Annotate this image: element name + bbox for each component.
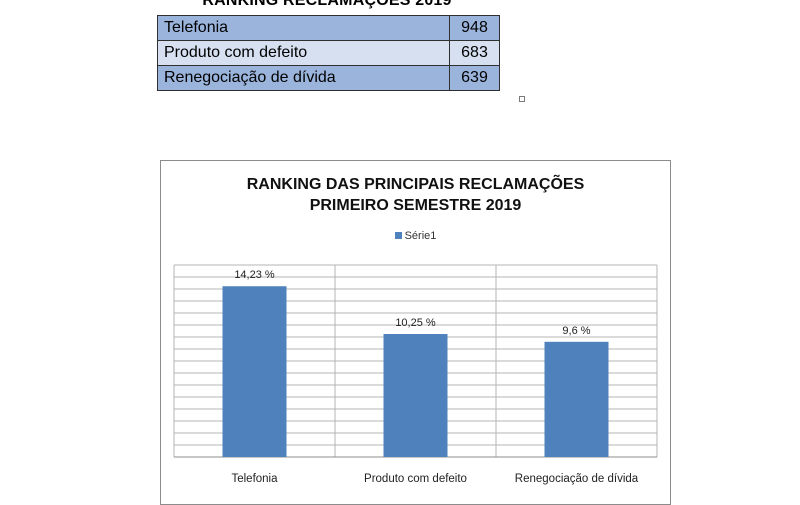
data-label: 10,25 % <box>395 317 436 329</box>
legend-swatch <box>394 232 402 239</box>
bar <box>383 334 448 457</box>
chart-title: RANKING DAS PRINCIPAIS RECLAMAÇÕES PRIME… <box>160 174 671 216</box>
row-value: 683 <box>449 40 500 66</box>
legend-label: Série1 <box>404 230 437 242</box>
chart-title-line2: PRIMEIRO SEMESTRE 2019 <box>309 197 522 214</box>
table-row: Produto com defeito 683 <box>157 40 500 66</box>
chart-title-line1: RANKING DAS PRINCIPAIS RECLAMAÇÕES <box>246 176 585 193</box>
row-label: Telefonia <box>157 15 450 41</box>
x-tick-label: Produto com defeito <box>364 473 467 485</box>
bar <box>544 341 609 457</box>
chart-legend: Série1 <box>160 230 671 242</box>
data-label: 14,23 % <box>234 269 275 281</box>
table-row: Telefonia 948 <box>157 15 500 41</box>
row-value: 948 <box>449 15 500 41</box>
table-row: Renegociação de dívida 639 <box>157 65 500 91</box>
x-tick-label: Telefonia <box>231 473 278 485</box>
ranking-table: Telefonia 948 Produto com defeito 683 Re… <box>157 15 500 91</box>
table-resize-handle[interactable] <box>519 96 525 102</box>
table-title: RANKING RECLAMAÇÕES 2019 <box>202 0 452 9</box>
x-tick-label: Renegociação de dívida <box>515 473 639 485</box>
row-label: Renegociação de dívida <box>157 65 450 91</box>
data-label: 9,6 % <box>562 325 590 337</box>
row-label: Produto com defeito <box>157 40 450 66</box>
bar <box>222 286 287 457</box>
row-value: 639 <box>449 65 500 91</box>
